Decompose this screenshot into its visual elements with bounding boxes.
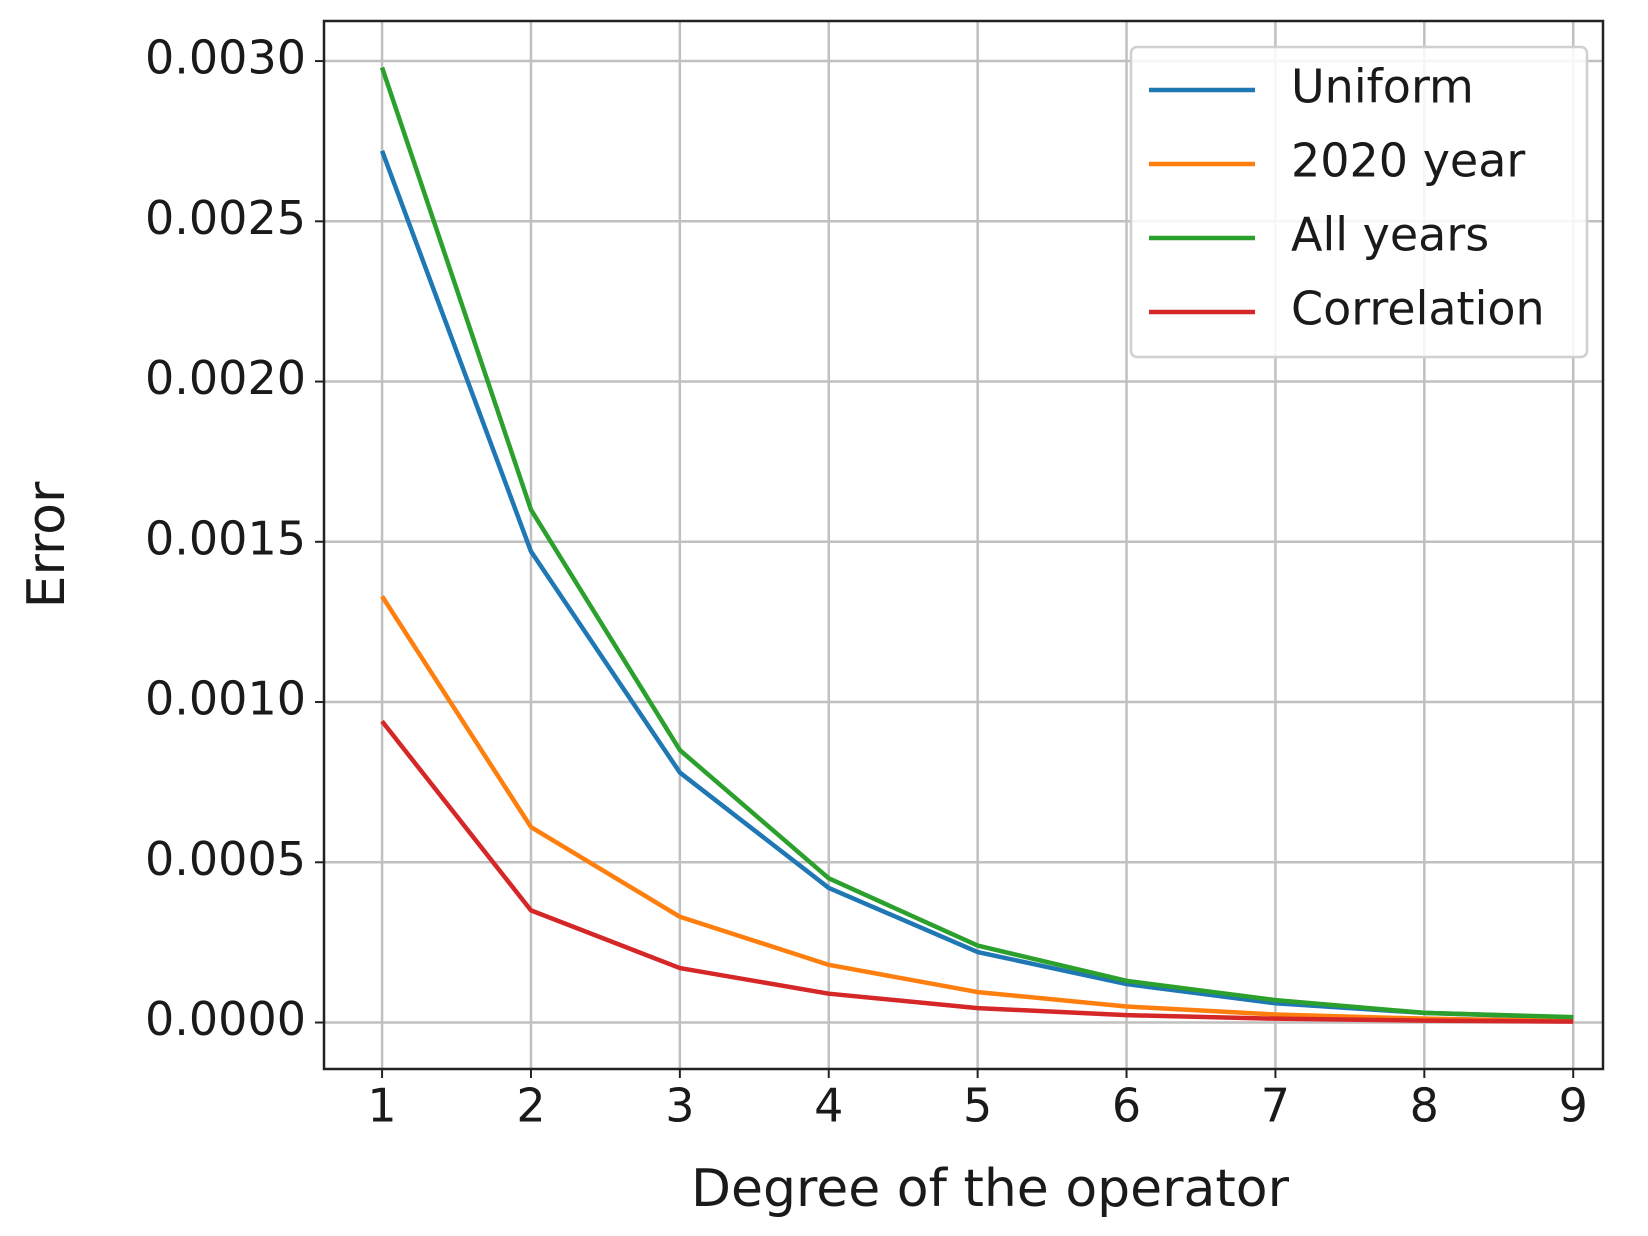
line — [379, 66, 1574, 1020]
x-tick-label: 8 — [1410, 1079, 1439, 1133]
y-tick-label: 0.0005 — [145, 832, 306, 886]
x-axis-label: Degree of the operator — [691, 1159, 1290, 1219]
plot-frame — [322, 19, 1605, 1071]
y-tick-label: 0.0030 — [145, 31, 306, 85]
y-tick-label: 0.0025 — [145, 191, 306, 245]
legend-label: Uniform — [1291, 60, 1474, 114]
legend-label: Correlation — [1291, 282, 1545, 336]
line — [380, 719, 1574, 1024]
legend-label: 2020 year — [1291, 134, 1525, 188]
legend-box — [1129, 45, 1589, 359]
x-tick-label: 3 — [665, 1079, 694, 1133]
y-tick-label: 0.0010 — [145, 672, 306, 726]
x-tick-label: 1 — [367, 1079, 396, 1133]
y-tick-label: 0.0000 — [145, 992, 306, 1046]
line — [380, 595, 1574, 1024]
x-tick-label: 2 — [516, 1079, 545, 1133]
x-tick-label: 4 — [814, 1079, 843, 1133]
x-tick-label: 9 — [1559, 1079, 1588, 1133]
legend-label: All years — [1291, 208, 1489, 262]
x-tick-label: 7 — [1261, 1079, 1290, 1133]
y-axis-label: Error — [17, 481, 77, 608]
y-tick-label: 0.0020 — [145, 351, 306, 405]
y-tick-label: 0.0015 — [145, 511, 306, 565]
x-tick-label: 5 — [963, 1079, 992, 1133]
x-tick-label: 6 — [1112, 1079, 1141, 1133]
